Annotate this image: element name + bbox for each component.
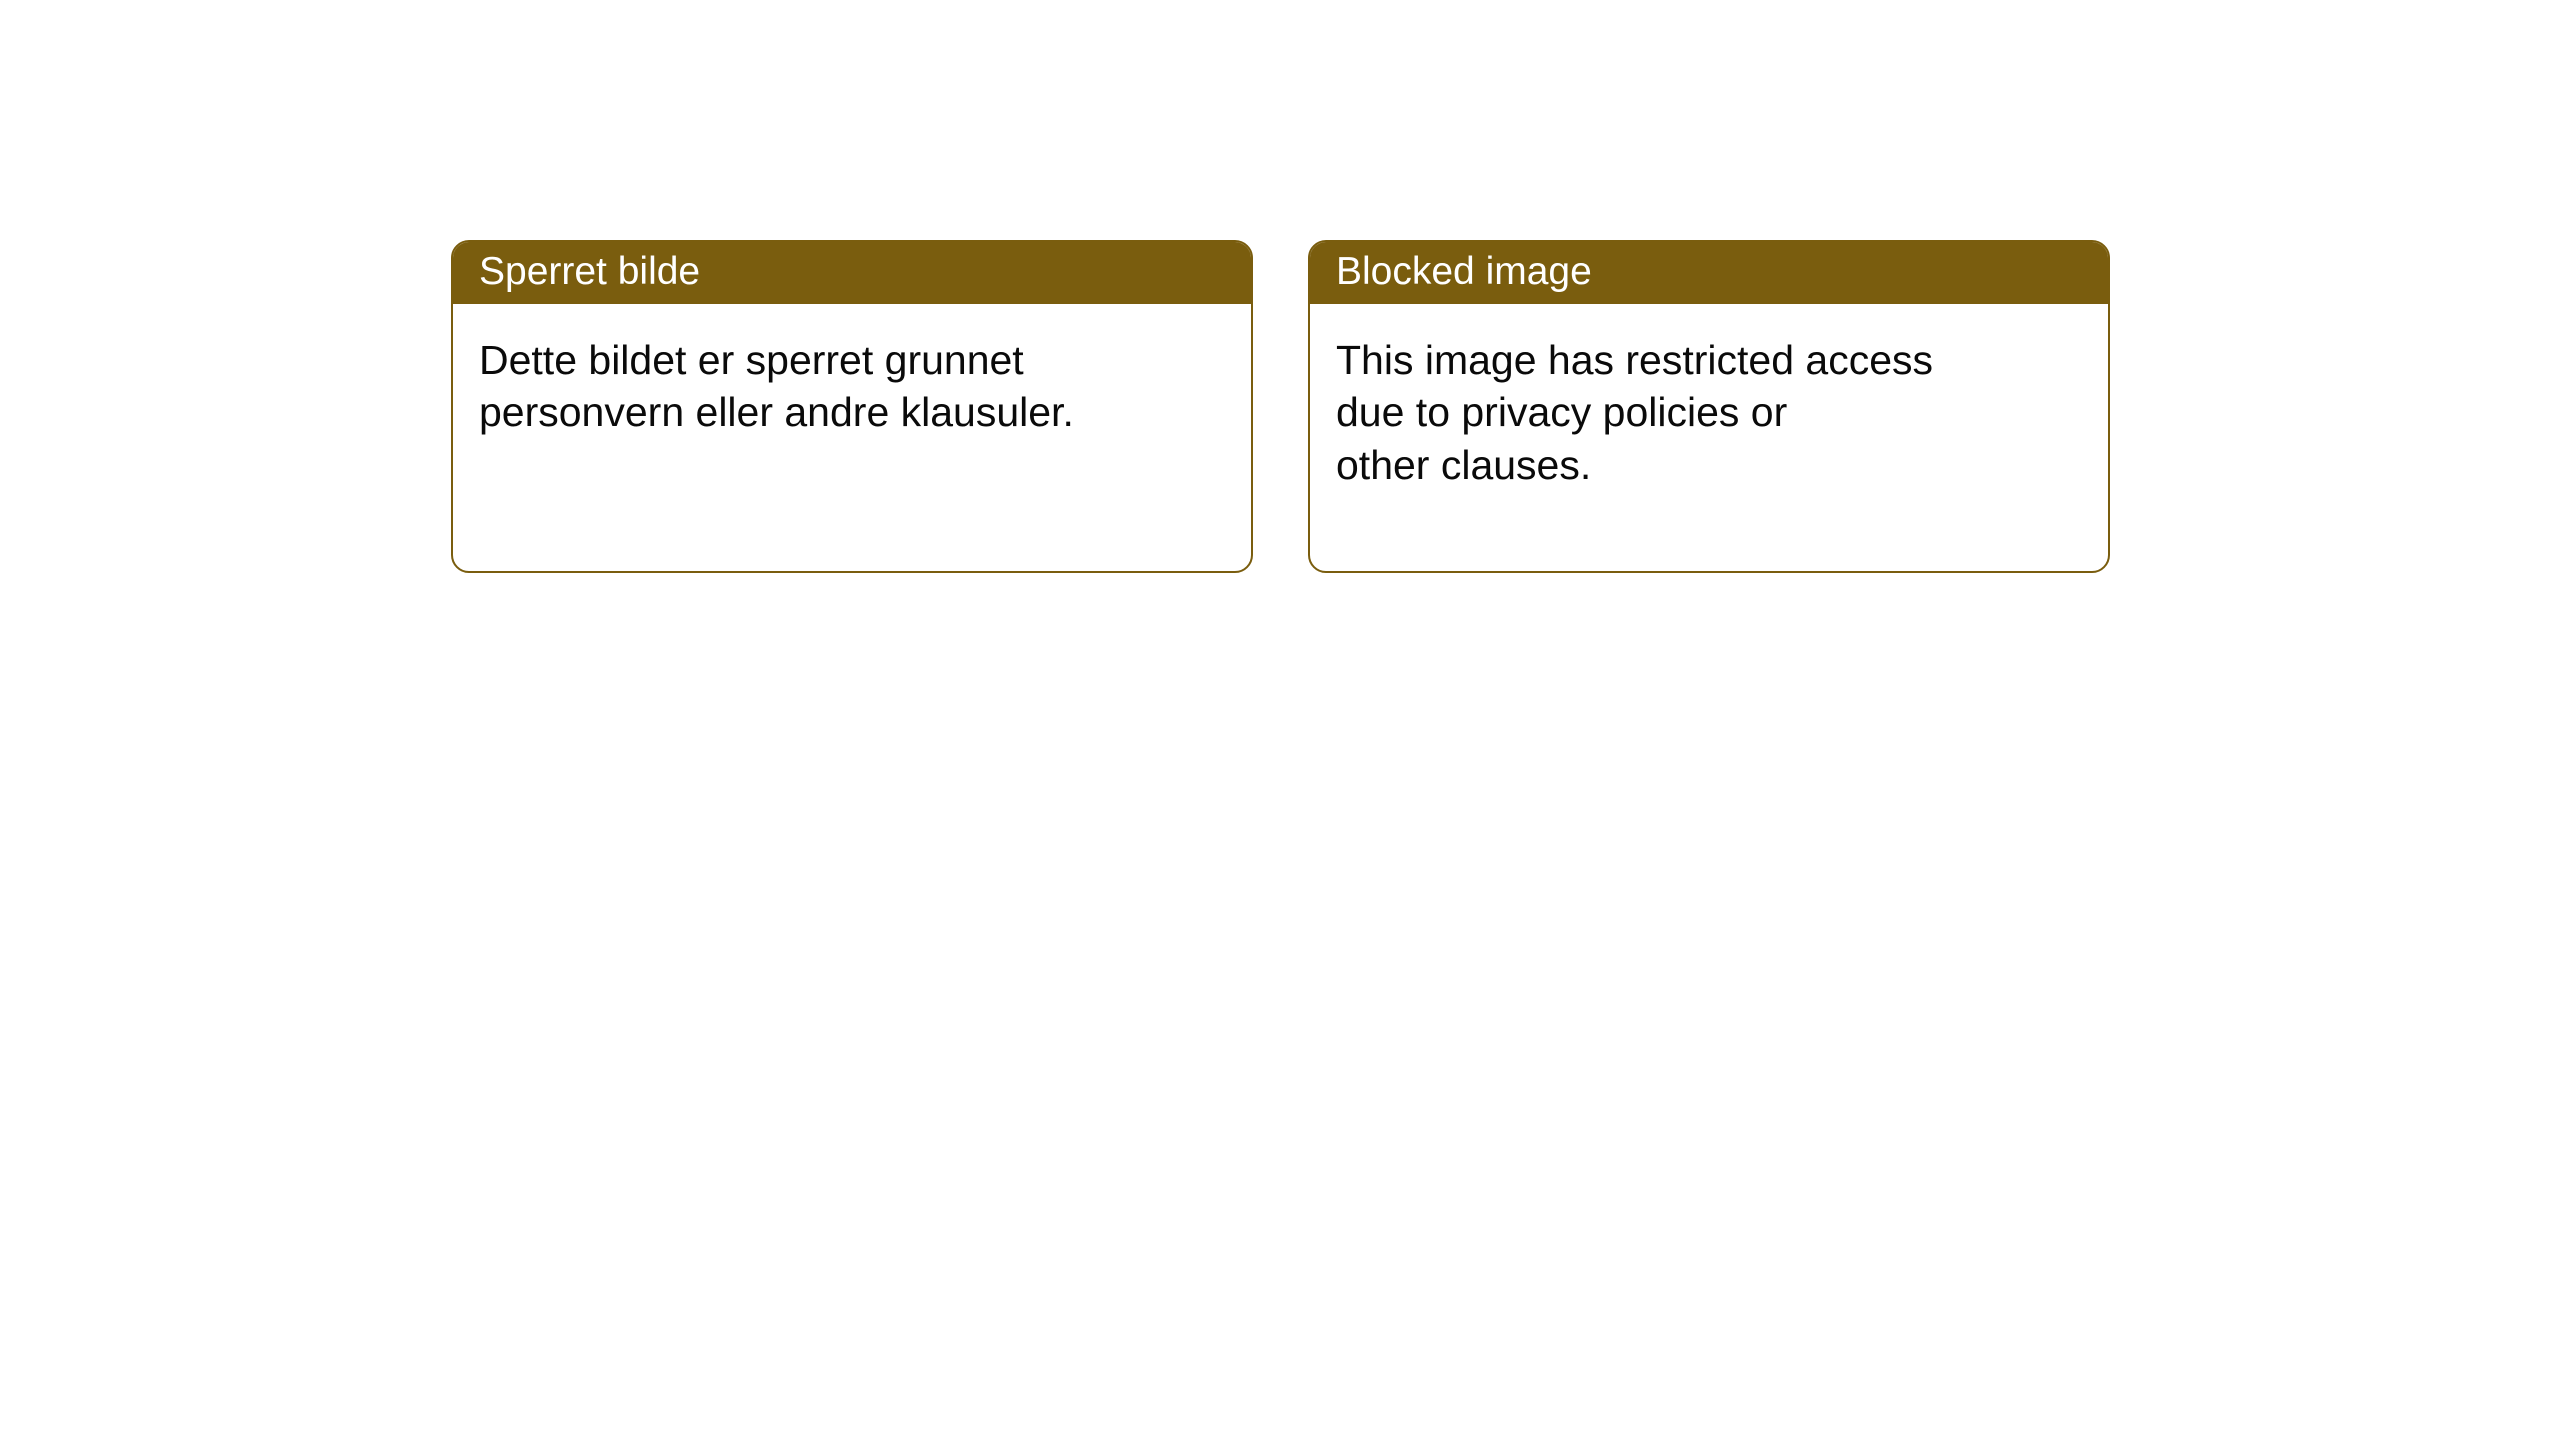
notice-container: Sperret bilde Dette bildet er sperret gr… bbox=[451, 240, 2110, 573]
notice-card-norwegian: Sperret bilde Dette bildet er sperret gr… bbox=[451, 240, 1253, 573]
notice-title-norwegian: Sperret bilde bbox=[453, 242, 1251, 304]
notice-card-english: Blocked image This image has restricted … bbox=[1308, 240, 2110, 573]
notice-body-english: This image has restricted access due to … bbox=[1310, 304, 2010, 571]
notice-title-english: Blocked image bbox=[1310, 242, 2108, 304]
notice-body-norwegian: Dette bildet er sperret grunnet personve… bbox=[453, 304, 1153, 519]
